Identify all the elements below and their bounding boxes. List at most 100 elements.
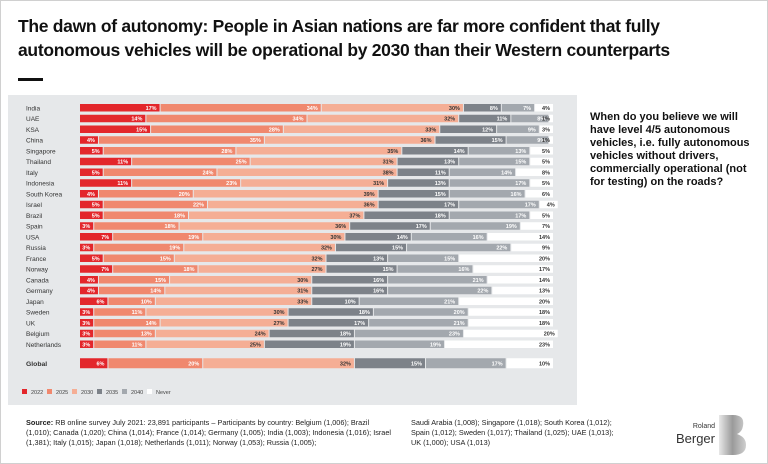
data-label: 14% (454, 149, 465, 155)
data-label: 7% (542, 224, 550, 230)
bar-segment-2022 (80, 157, 132, 166)
data-label: 15% (383, 267, 394, 273)
bar-segment-2022 (80, 233, 113, 241)
data-label: 27% (311, 267, 322, 273)
data-label: 20% (539, 299, 550, 305)
data-label: 33% (425, 127, 436, 133)
bar-segment-2030 (155, 329, 269, 338)
bar-segment-2030 (155, 297, 312, 305)
bar-segment-2040 (459, 157, 530, 166)
data-label: 18% (183, 267, 194, 273)
legend-label: 2025 (56, 390, 68, 396)
bar-segment-2022 (80, 243, 94, 252)
bar-segment-2030 (264, 136, 435, 144)
bar-segment-2030 (207, 200, 378, 209)
data-label: 4% (87, 289, 95, 295)
bar-segment-2030 (165, 286, 312, 295)
category-label: Indonesia (26, 181, 55, 188)
bar-segment-2025 (98, 190, 193, 198)
bar-segment-never (444, 340, 553, 348)
data-label: 17% (515, 213, 526, 219)
data-label: 13% (444, 160, 455, 166)
data-label: 28% (269, 127, 280, 133)
data-label: 22% (496, 246, 507, 252)
bar-segment-2030 (184, 243, 335, 252)
bar-segment-2030 (170, 276, 312, 284)
bar-segment-2040 (354, 340, 444, 348)
stacked-bar-chart: India 17% 34% 30% 8% 7% 4%UAE 14% 34% 32% 11% 8%1%K… (22, 104, 558, 396)
data-label: 19% (340, 342, 351, 348)
bar-segment-2025 (94, 329, 155, 338)
bar-segment-2030 (321, 104, 463, 112)
data-label: 24% (255, 332, 266, 338)
bar-segment-2025 (94, 308, 146, 316)
logo-b-icon (719, 415, 746, 455)
bar-segment-2025 (108, 358, 203, 369)
data-label: 10% (141, 299, 152, 305)
bar-segment-2022 (80, 179, 132, 187)
bar-segment-2035 (388, 179, 449, 187)
bar-segment-2025 (113, 265, 198, 273)
bar-segment-never (468, 308, 553, 316)
bar-segment-2040 (407, 243, 511, 252)
bar-segment-2025 (146, 114, 307, 123)
bar-segment-never (535, 104, 553, 112)
bar-segment-2030 (241, 179, 388, 187)
data-label: 11% (117, 160, 128, 166)
data-label: 31% (297, 289, 308, 295)
data-label: 23% (449, 332, 460, 338)
data-label: 13% (373, 256, 384, 262)
data-label: 14% (539, 235, 550, 241)
category-label: Singapore (26, 148, 56, 155)
bar-segment-2030 (193, 190, 378, 198)
data-label: 9% (542, 246, 550, 252)
data-label: 30% (274, 310, 285, 316)
logo-roland-text: Roland (692, 423, 715, 430)
data-label: 16% (511, 192, 522, 198)
data-label: 4% (87, 138, 95, 144)
data-label: 34% (307, 106, 318, 112)
bar-segment-never (530, 179, 553, 187)
bar-segment-2030 (198, 265, 326, 273)
bar-segment-2040 (388, 254, 459, 262)
bar-segment-2035 (463, 104, 501, 112)
bar-segment-2035 (435, 136, 506, 144)
data-label: 11% (132, 310, 143, 316)
bar-segment-2022 (80, 276, 98, 284)
data-label: 31% (383, 160, 394, 166)
category-label: UAE (26, 116, 40, 123)
data-label: 17% (539, 267, 550, 273)
data-label: 21% (473, 278, 484, 284)
bar-segment-never (492, 286, 553, 295)
data-label: 21% (444, 299, 455, 305)
logo-berger-text: Berger (675, 431, 715, 446)
category-label: Netherlands (26, 342, 62, 349)
bar-segment-2025 (94, 340, 146, 348)
data-label: 18% (359, 310, 370, 316)
bar-segment-2030 (203, 233, 345, 241)
bar-segment-2035 (269, 329, 354, 338)
legend-label: 2040 (131, 390, 143, 396)
bar-segment-2040 (449, 168, 516, 176)
bar-segment-2040 (459, 200, 539, 209)
bar-segment-2022 (80, 200, 103, 209)
data-label: 34% (293, 117, 304, 123)
data-label: 3% (82, 342, 90, 348)
bar-segment-2040 (359, 297, 459, 305)
category-label: Germany (26, 288, 53, 295)
bar-segment-never (549, 136, 553, 144)
legend-label: 2035 (106, 390, 118, 396)
bar-segment-2040 (506, 136, 549, 144)
bar-segment-2030 (236, 147, 402, 155)
data-label: 8% (490, 106, 498, 112)
data-label: 1% (542, 117, 550, 123)
bar-segment-never (473, 265, 553, 273)
data-label: 25% (236, 160, 247, 166)
bar-segment-2030 (217, 168, 397, 176)
data-label: 17% (515, 181, 526, 187)
category-label: USA (26, 234, 40, 241)
category-label: India (26, 105, 40, 112)
bar-segment-2040 (501, 104, 535, 112)
data-label: 35% (250, 138, 261, 144)
data-label: 16% (373, 289, 384, 295)
